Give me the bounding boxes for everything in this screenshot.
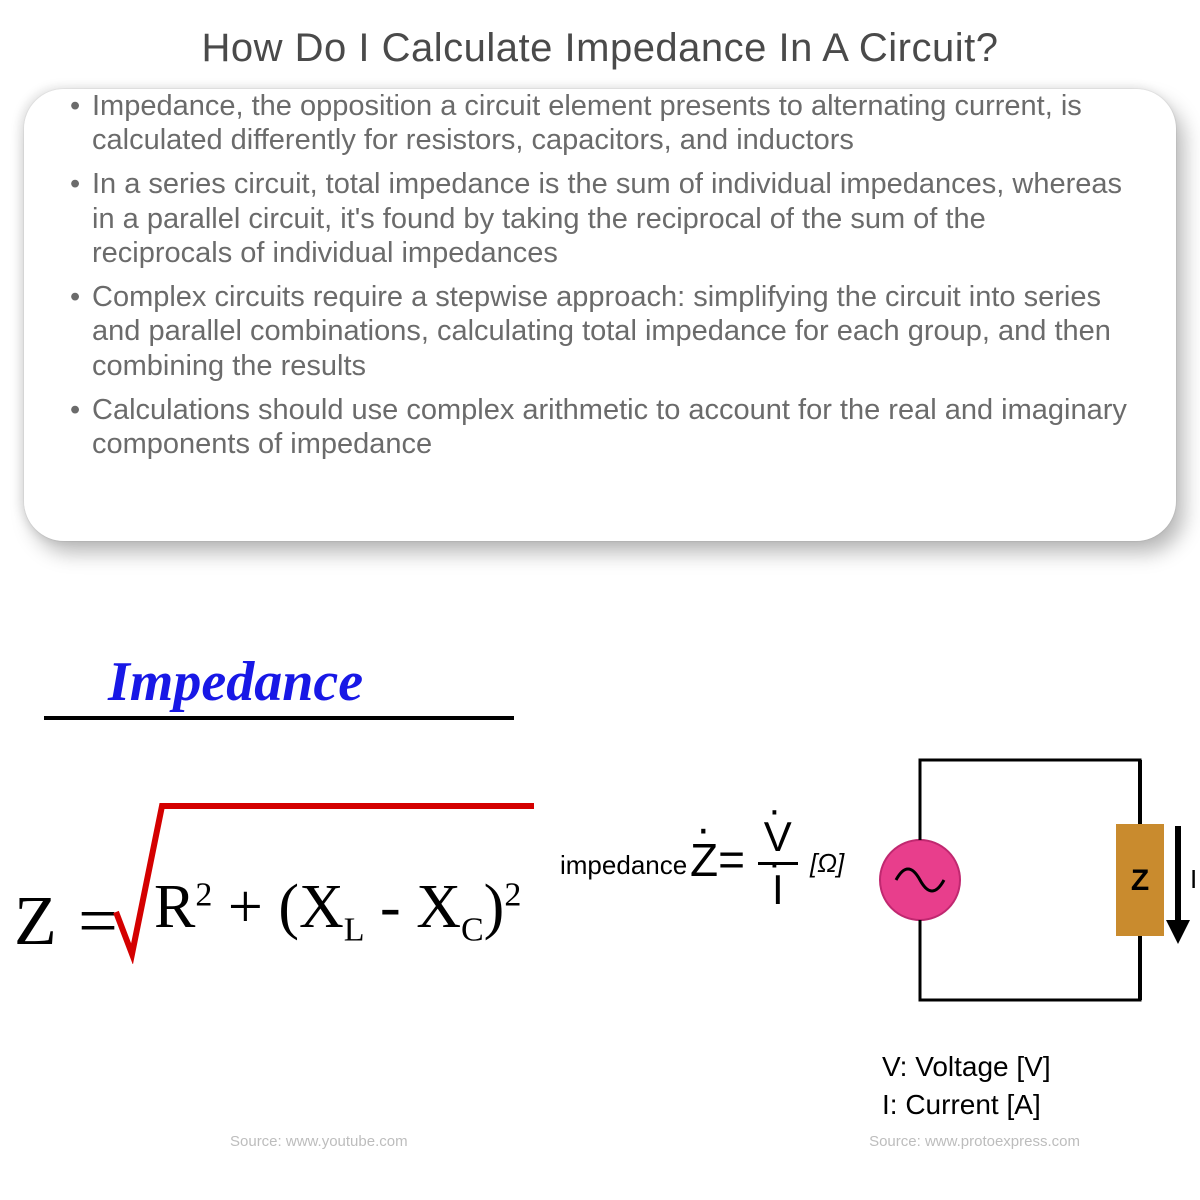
legend-voltage: V: Voltage [V] xyxy=(882,1048,1051,1086)
fraction: V I xyxy=(758,816,798,911)
exp: 2 xyxy=(195,876,212,913)
sym-Z: Z xyxy=(690,834,718,886)
exp2: 2 xyxy=(504,876,521,913)
sym-XL: X xyxy=(299,873,344,941)
sym-I: I xyxy=(758,869,798,911)
formula-radicand: R2 + (XL - XC)2 xyxy=(154,872,521,949)
sub-L: L xyxy=(344,911,365,948)
sym-XC: X xyxy=(416,873,461,941)
source-right: Source: www.protoexpress.com xyxy=(869,1133,1080,1150)
current-label: I xyxy=(1190,864,1196,894)
ohm-unit: [Ω] xyxy=(810,848,844,879)
legend-current: I: Current [A] xyxy=(882,1086,1051,1124)
z-box-label: Z xyxy=(1131,864,1149,897)
impedance-small-label: impedance xyxy=(560,850,687,881)
impedance-formula-figure: Impedance Z = R2 + (XL - XC)2 xyxy=(14,650,574,1004)
impedance-formula: Z = R2 + (XL - XC)2 xyxy=(14,794,574,1004)
sym-R: R xyxy=(154,873,195,941)
legend: V: Voltage [V] I: Current [A] xyxy=(882,1048,1051,1124)
impedance-heading: Impedance xyxy=(108,650,574,714)
page: How Do I Calculate Impedance In A Circui… xyxy=(0,0,1200,1200)
list-item: In a series circuit, total impedance is … xyxy=(70,167,1130,270)
page-title: How Do I Calculate Impedance In A Circui… xyxy=(6,26,1194,71)
list-item: Impedance, the opposition a circuit elem… xyxy=(70,89,1130,157)
formula-lhs: Z = xyxy=(14,882,120,962)
heading-underline xyxy=(44,716,514,720)
source-left: Source: www.youtube.com xyxy=(230,1133,408,1150)
circuit-diagram: Z I xyxy=(866,740,1196,1020)
figures-row: Impedance Z = R2 + (XL - XC)2 impedance … xyxy=(0,640,1200,1160)
sub-C: C xyxy=(461,911,484,948)
info-card: Impedance, the opposition a circuit elem… xyxy=(24,89,1176,541)
eq-sign: = xyxy=(718,834,745,886)
z-equals-v-over-i: Z= V I xyxy=(690,816,798,911)
bullet-list: Impedance, the opposition a circuit elem… xyxy=(70,89,1130,461)
list-item: Complex circuits require a stepwise appr… xyxy=(70,280,1130,383)
list-item: Calculations should use complex arithmet… xyxy=(70,393,1130,461)
